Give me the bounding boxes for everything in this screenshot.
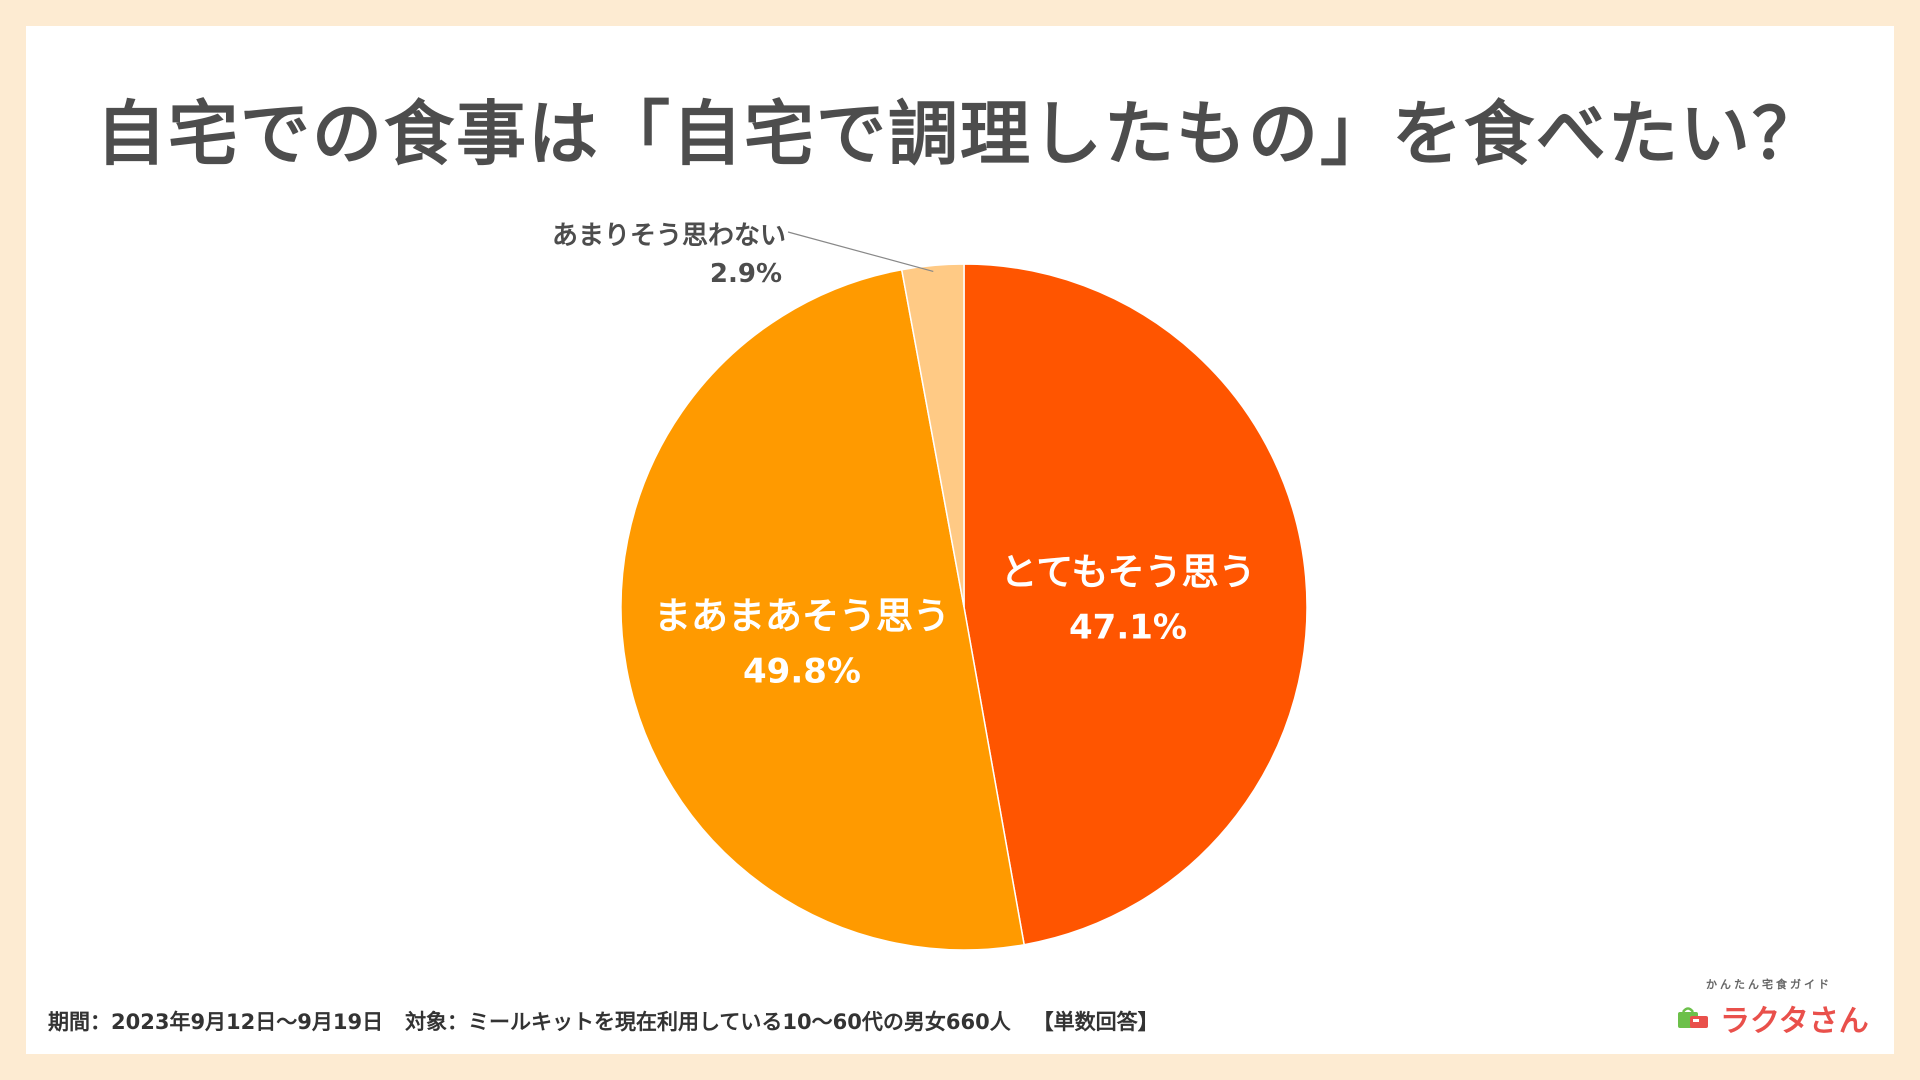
survey-target: 対象：ミールキットを現在利用している10〜60代の男女660人	[405, 1010, 1011, 1034]
brand-logo: かんたん宅食ガイド ラクタさん	[1676, 976, 1876, 1039]
slice-label-0: とてもそう思う	[1000, 551, 1255, 594]
shopping-bag-icon	[1678, 1007, 1708, 1028]
answer-type: 【単数回答】	[1032, 1010, 1159, 1034]
logo-tagline: かんたん宅食ガイド	[1706, 978, 1832, 991]
slice-label-1: まあまあそう思う	[654, 594, 950, 637]
slice-value-1: 49.8%	[743, 651, 861, 691]
survey-period: 期間：2023年9月12日〜9月19日	[48, 1010, 384, 1034]
pie-slice-1	[620, 268, 1026, 951]
logo-name: ラクタさん	[1720, 1004, 1869, 1039]
pie-slice-2	[900, 263, 965, 608]
slice-value-0: 47.1%	[1069, 608, 1187, 648]
slice-label-2: あまりそう思わない	[552, 221, 786, 251]
leader-line-2	[787, 231, 934, 272]
survey-footer: 期間：2023年9月12日〜9月19日 対象：ミールキットを現在利用している10…	[48, 1006, 1159, 1036]
pie-slice-0	[963, 263, 1308, 946]
chart-title: 自宅での食事は「自宅で調理したもの」を食べたい？	[96, 93, 1824, 175]
slice-value-2: 2.9%	[710, 259, 782, 289]
